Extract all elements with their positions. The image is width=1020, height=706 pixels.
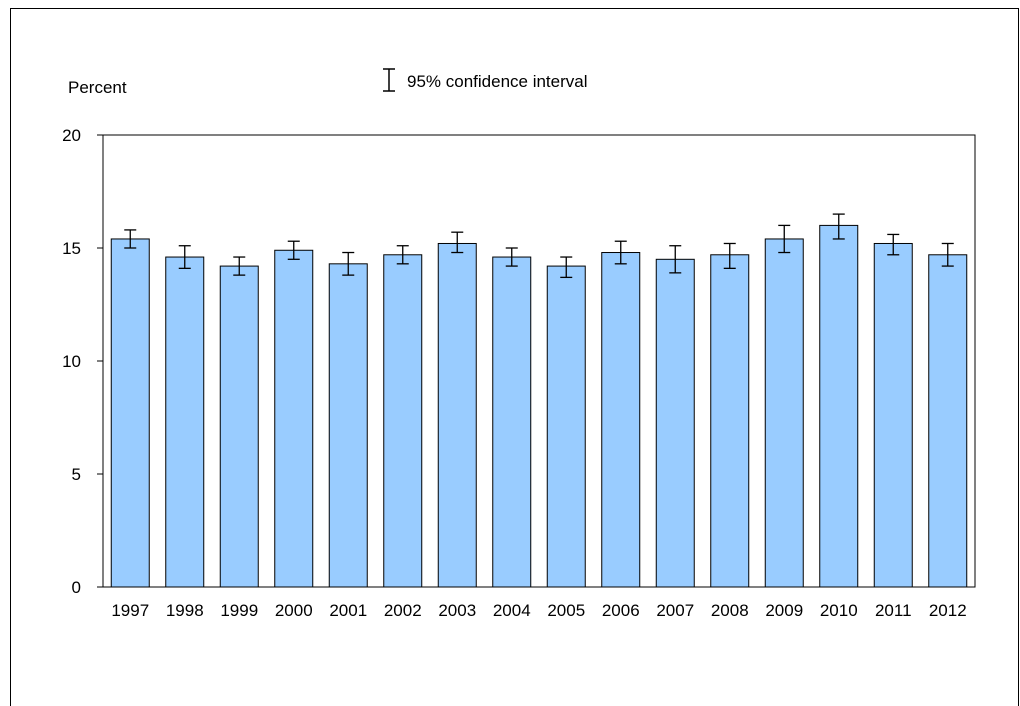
error-bar-2000 — [287, 240, 300, 260]
x-axis: 1997 1998 1999 2000 2001 2002 2003 2004 2005 2006… — [111, 601, 966, 620]
y-tick-label: 10 — [62, 352, 81, 371]
error-bar-2012 — [941, 242, 954, 267]
error-bar-2004 — [505, 247, 518, 267]
x-tick-label: 2011 — [875, 601, 912, 620]
x-tick-label: 2002 — [384, 601, 422, 620]
bar-2011 — [873, 242, 913, 588]
error-bar-2001 — [342, 251, 355, 276]
bar-2012 — [928, 254, 968, 588]
y-axis: 0 5 10 15 20 — [62, 126, 103, 597]
bar-2010 — [819, 224, 859, 588]
legend: 95% confidence interval — [383, 68, 588, 92]
error-bar-1997 — [124, 229, 137, 249]
x-tick-label: 2000 — [275, 601, 313, 620]
bar-2005 — [546, 265, 586, 588]
x-tick-label: 2010 — [820, 601, 858, 620]
y-axis-label: Percent — [68, 78, 127, 97]
bars — [110, 213, 968, 588]
legend-label: 95% confidence interval — [407, 72, 588, 91]
error-bar-2002 — [396, 245, 409, 265]
bar-2001 — [328, 263, 368, 588]
error-bar-1999 — [233, 256, 246, 276]
error-bar-2009 — [778, 224, 791, 254]
x-tick-label: 1997 — [111, 601, 149, 620]
error-bar-2008 — [723, 242, 736, 269]
x-tick-label: 1998 — [166, 601, 204, 620]
x-tick-label: 2008 — [711, 601, 749, 620]
bar-1998 — [165, 256, 205, 588]
bar-2009 — [764, 238, 804, 588]
error-bar-2011 — [887, 233, 900, 256]
y-tick-label: 15 — [62, 239, 81, 258]
bar-2002 — [383, 254, 423, 588]
error-bar-2003 — [451, 231, 464, 254]
bar-2008 — [710, 254, 750, 588]
bar-2004 — [492, 256, 532, 588]
error-bar-2010 — [832, 213, 845, 240]
x-tick-label: 2005 — [547, 601, 585, 620]
y-tick-label: 20 — [62, 126, 81, 145]
x-tick-label: 2006 — [602, 601, 640, 620]
chart-frame — [10, 8, 1019, 706]
bar-2007 — [655, 258, 695, 588]
error-bar-2006 — [614, 240, 627, 265]
x-tick-label: 2003 — [438, 601, 476, 620]
x-tick-label: 2012 — [929, 601, 967, 620]
error-bar-2007 — [669, 245, 682, 274]
x-tick-label: 2009 — [765, 601, 803, 620]
bar-2006 — [601, 252, 641, 588]
bar-1997 — [110, 238, 150, 588]
x-tick-label: 1999 — [220, 601, 258, 620]
bar-2003 — [437, 242, 477, 588]
confidence-interval-legend-icon — [383, 68, 395, 92]
error-bar-1998 — [178, 245, 191, 269]
bar-2000 — [274, 249, 314, 588]
x-tick-label: 2007 — [656, 601, 694, 620]
x-tick-label: 2001 — [329, 601, 367, 620]
x-tick-label: 2004 — [493, 601, 531, 620]
y-tick-label: 0 — [72, 578, 81, 597]
bar-1999 — [219, 265, 259, 588]
y-tick-label: 5 — [72, 465, 81, 484]
error-bar-2005 — [560, 256, 573, 279]
